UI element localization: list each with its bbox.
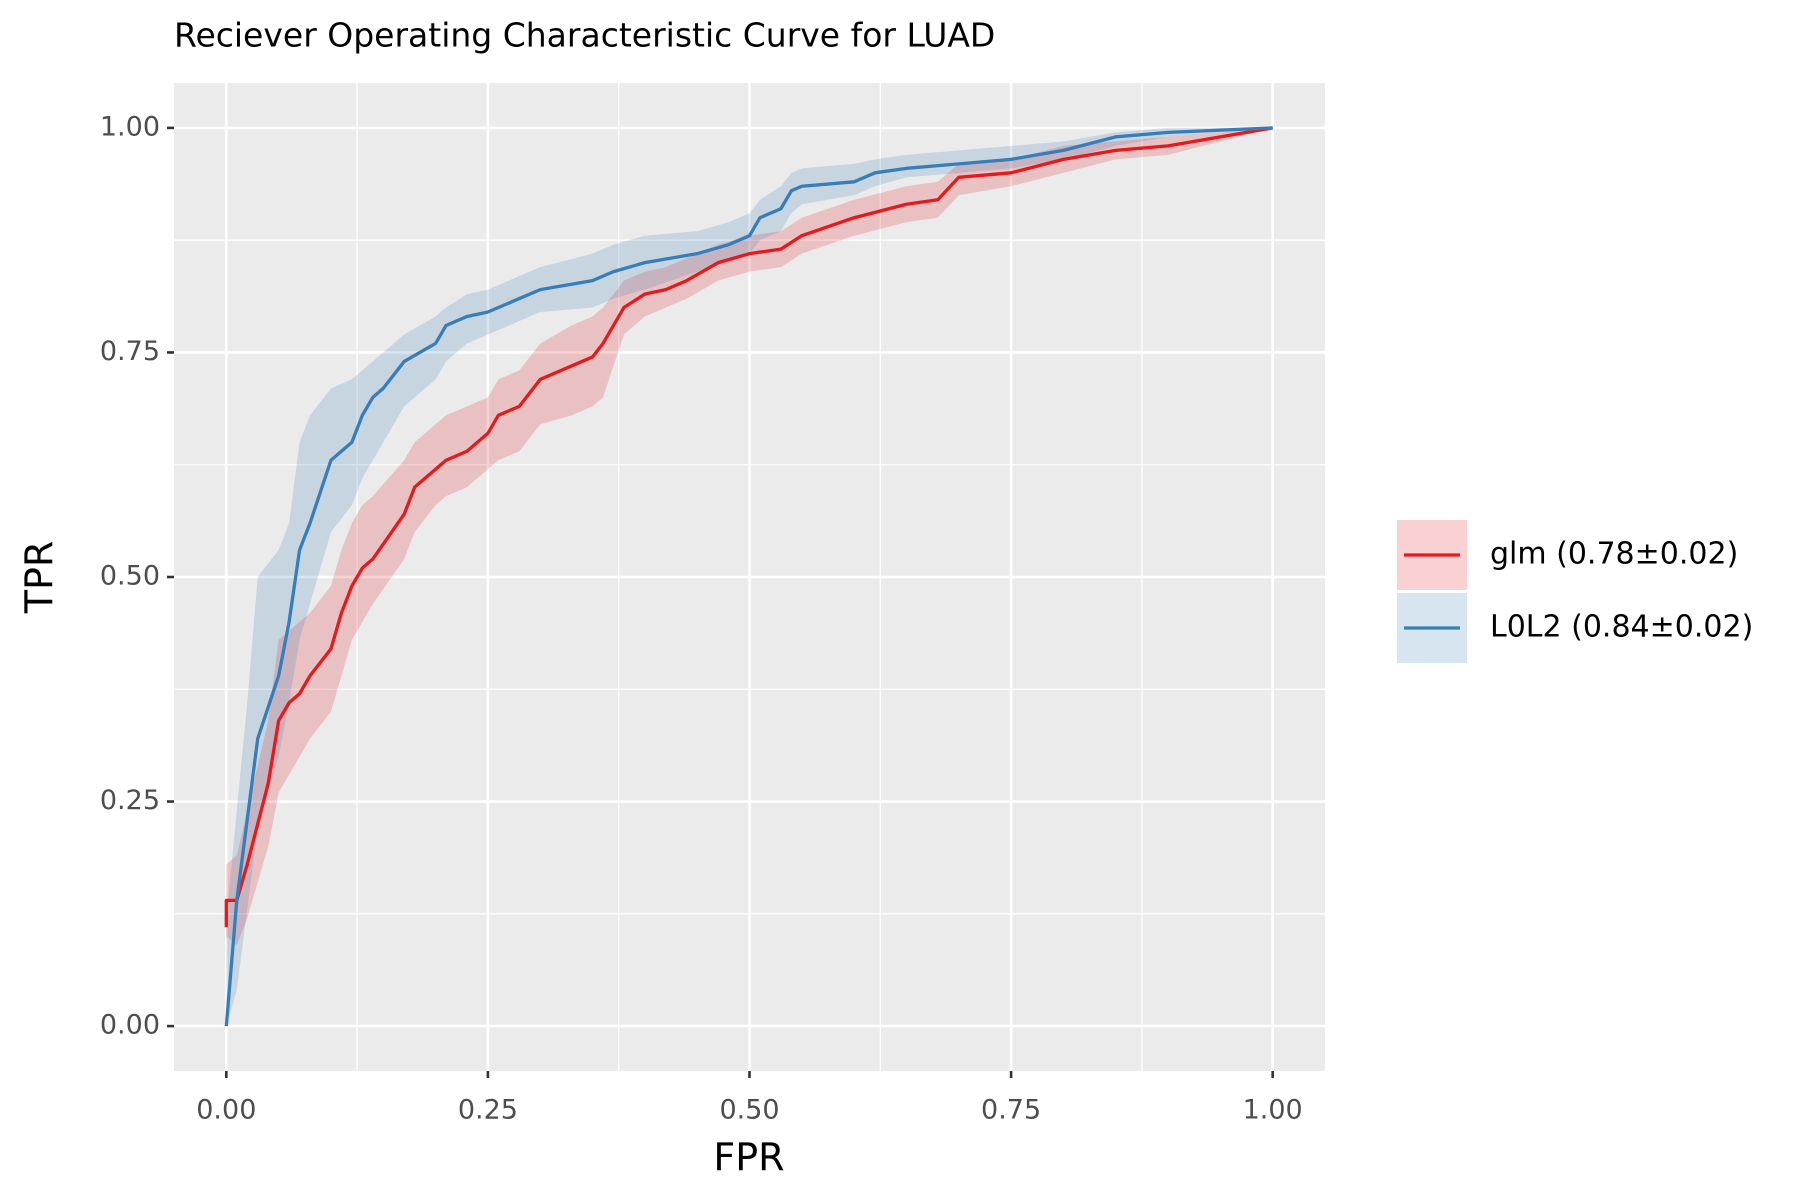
x-tick-label: 1.00 xyxy=(1243,1095,1303,1126)
legend-label: L0L2 (0.84±0.02) xyxy=(1490,610,1753,645)
y-tick-label: 0.25 xyxy=(100,785,160,816)
x-tick-label: 0.25 xyxy=(458,1095,518,1126)
y-axis-title: TPR xyxy=(18,541,62,615)
y-tick-label: 0.50 xyxy=(100,561,160,592)
y-tick-label: 0.00 xyxy=(100,1010,160,1041)
x-axis-title: FPR xyxy=(713,1136,784,1180)
chart-title: Reciever Operating Characteristic Curve … xyxy=(174,16,995,55)
x-tick-label: 0.50 xyxy=(719,1095,779,1126)
y-tick-label: 0.75 xyxy=(100,336,160,367)
x-tick-label: 0.75 xyxy=(981,1095,1041,1126)
x-tick-label: 0.00 xyxy=(196,1095,256,1126)
roc-line xyxy=(224,126,1273,928)
legend-label: glm (0.78±0.02) xyxy=(1490,537,1738,572)
y-tick-label: 1.00 xyxy=(100,111,160,142)
roc-line xyxy=(224,126,1273,1027)
